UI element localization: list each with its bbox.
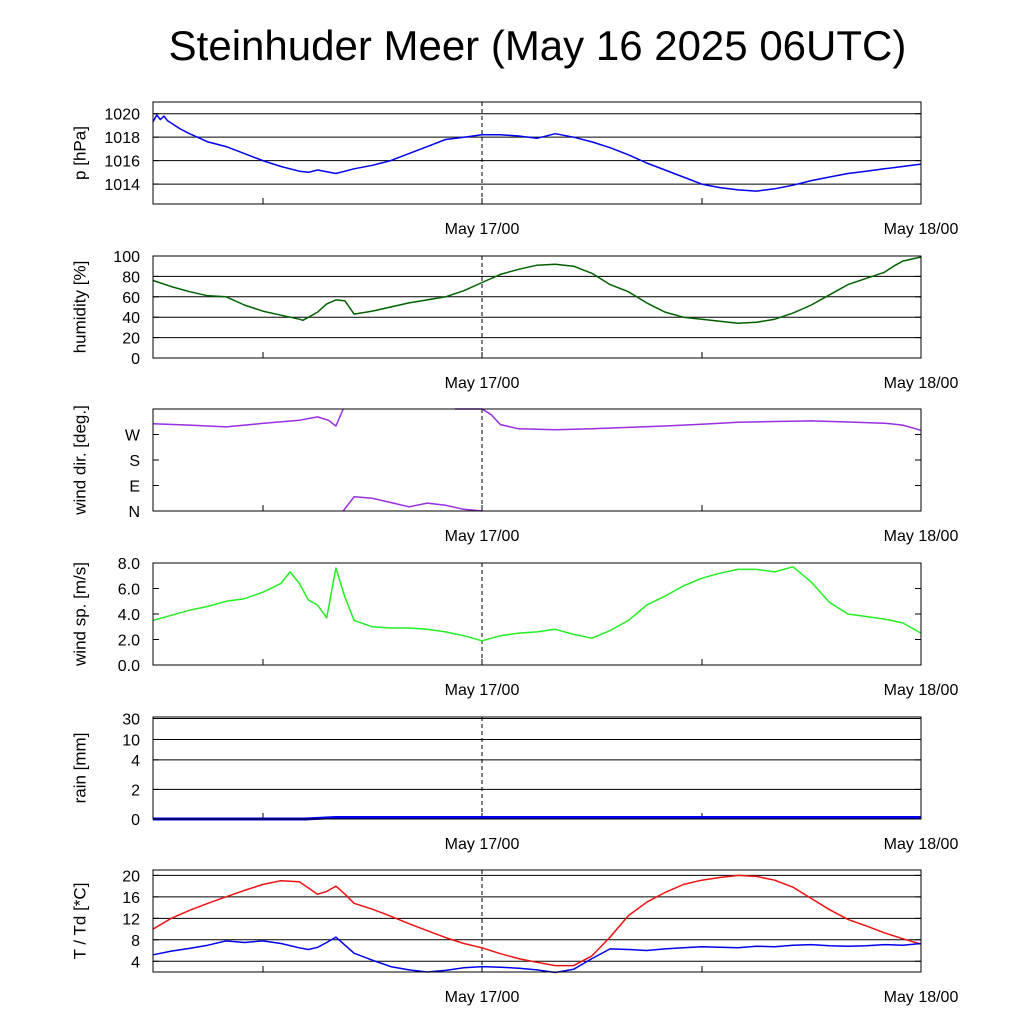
y-tick-label: 80 [122, 269, 140, 286]
wind_dir-line [454, 408, 922, 432]
y-tick-label: 6.0 [118, 582, 140, 599]
x-tick-label: May 18/00 [884, 989, 959, 1006]
wind_dir-line [342, 496, 483, 512]
x-tick-label: May 18/00 [884, 836, 959, 853]
y-tick-label: 1020 [104, 107, 140, 124]
plot-frame [152, 716, 922, 820]
plot-frame [152, 408, 922, 512]
y-tick-label: 12 [122, 911, 140, 928]
y-tick-label: 4.0 [118, 607, 140, 624]
y-tick-label: 4 [131, 954, 140, 971]
y-tick-label: 1016 [104, 154, 140, 171]
wind_dir-line [152, 408, 344, 428]
y-tick-label: 60 [122, 290, 140, 307]
x-tick-label: May 17/00 [445, 221, 520, 238]
x-tick-label: May 18/00 [884, 221, 959, 238]
x-tick-label: May 18/00 [884, 528, 959, 545]
wind_speed-line [152, 566, 922, 642]
plot-frame [152, 101, 922, 205]
y-tick-label: 100 [113, 249, 140, 266]
plot-frame [152, 869, 922, 973]
dewpoint-line [152, 936, 922, 974]
x-tick-label: May 17/00 [445, 836, 520, 853]
y-axis-label: humidity [%] [70, 261, 89, 354]
x-tick-label: May 18/00 [884, 375, 959, 392]
y-tick-label: W [125, 428, 141, 445]
y-axis-label: wind dir. [deg.] [70, 405, 89, 516]
y-tick-label: 8 [131, 933, 140, 950]
y-tick-label: N [128, 504, 140, 521]
humidity-line [152, 256, 922, 325]
y-axis-label: p [hPa] [70, 126, 89, 180]
x-tick-label: May 17/00 [445, 375, 520, 392]
plot-frame [152, 562, 922, 666]
y-tick-label: 40 [122, 310, 140, 327]
y-tick-label: 10 [122, 732, 140, 749]
y-tick-label: 30 [122, 712, 140, 729]
y-tick-label: 16 [122, 890, 140, 907]
y-tick-label: 20 [122, 868, 140, 885]
y-tick-label: 0 [131, 812, 140, 829]
pressure-line [152, 114, 922, 192]
x-tick-label: May 17/00 [445, 989, 520, 1006]
y-tick-label: 1014 [104, 177, 140, 194]
x-tick-label: May 18/00 [884, 682, 959, 699]
y-tick-label: 1018 [104, 130, 140, 147]
y-tick-label: 0.0 [118, 658, 140, 675]
x-tick-label: May 17/00 [445, 528, 520, 545]
y-axis-label: wind sp. [m/s] [70, 562, 89, 667]
x-tick-label: May 17/00 [445, 682, 520, 699]
y-tick-label: 8.0 [118, 556, 140, 573]
y-tick-label: S [129, 453, 140, 470]
temperature-line [152, 874, 922, 967]
y-tick-label: 2.0 [118, 633, 140, 650]
y-tick-label: E [129, 479, 140, 496]
plot-frame [152, 255, 922, 359]
y-axis-label: rain [mm] [70, 733, 89, 804]
y-tick-label: 2 [131, 782, 140, 799]
y-axis-label: T / Td [*C] [70, 883, 89, 960]
y-tick-label: 4 [131, 753, 140, 770]
chart-title: Steinhuder Meer (May 16 2025 06UTC) [168, 22, 907, 69]
y-tick-label: 0 [131, 351, 140, 368]
y-tick-label: 20 [122, 331, 140, 348]
